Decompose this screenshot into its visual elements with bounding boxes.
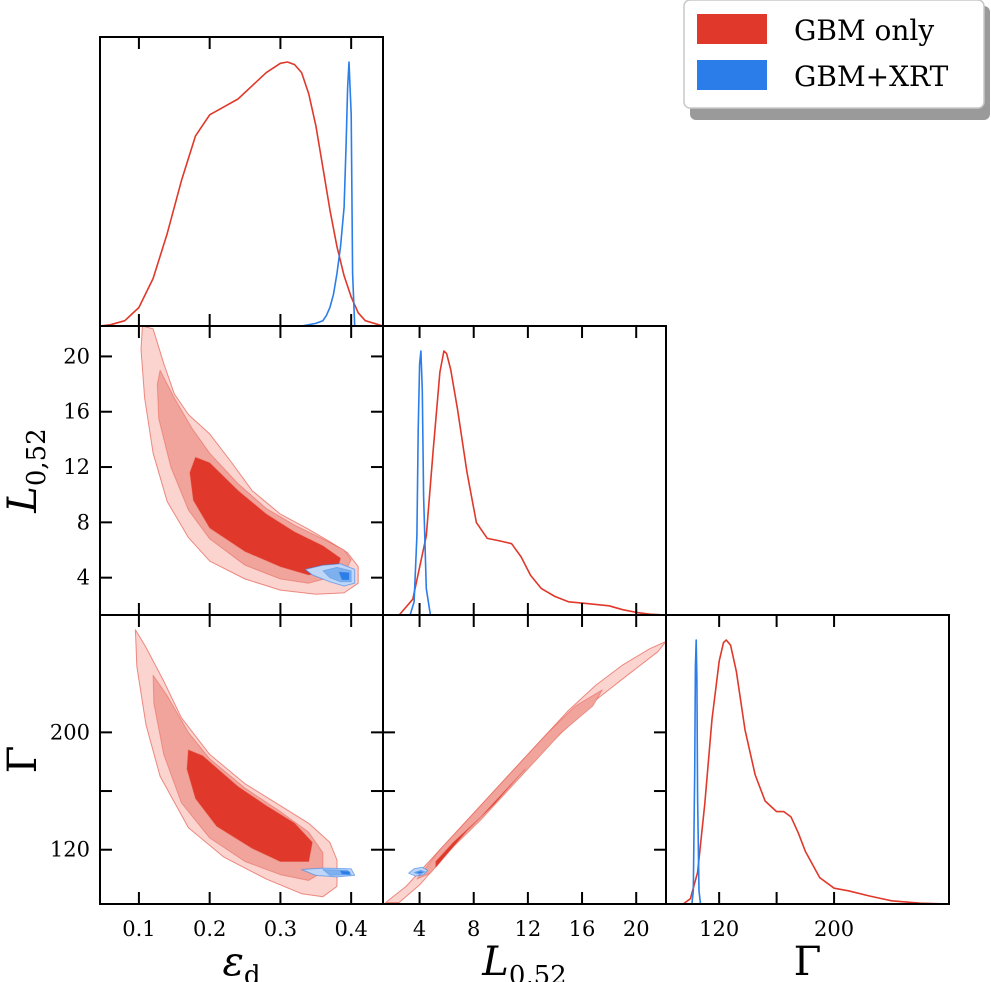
contour-gbm-xrt-1-2-level-2	[416, 870, 424, 874]
marginal-curve-gbm-only-0	[100, 61, 383, 326]
x-axis-label-0-subscript: d	[244, 961, 261, 982]
legend-swatch-gbm-only	[697, 14, 767, 44]
y-tick-label-1-4: 20	[63, 344, 90, 368]
x-tick-label-0-0: 0.1	[122, 917, 155, 941]
contour-gbm-only-0-1-level-0	[140, 326, 359, 595]
x-axis-label-0: εd	[222, 939, 260, 982]
y-axis-label-2: Γ	[0, 746, 46, 774]
x-tick-label-0-2: 0.3	[264, 917, 297, 941]
legend-label-gbm-only: GBM only	[794, 14, 934, 47]
marginal-curve-gbm-xrt-0	[301, 61, 356, 326]
legend: GBM only GBM+XRT	[683, 0, 990, 120]
legend-swatch-gbm-xrt	[697, 60, 767, 90]
y-axis-label-1: L0,52	[0, 428, 52, 513]
y-axis-label-2-symbol: Γ	[0, 746, 46, 774]
contour-gbm-only-1-2-level-1	[416, 689, 603, 880]
y-tick-label-1-0: 4	[77, 566, 90, 590]
contour-gbm-only-1-2-level-2	[435, 768, 526, 868]
panel-marginal-0-content	[100, 61, 383, 326]
panel-marginal-0-background	[100, 37, 383, 326]
panel-marginal-1-content	[398, 350, 666, 615]
x-tick-label-0-1: 0.2	[193, 917, 226, 941]
panel-joint-0-2	[99, 614, 384, 905]
legend-label-gbm-xrt: GBM+XRT	[794, 60, 949, 93]
panel-marginal-2-frame	[665, 614, 950, 905]
panel-joint-0-1-content	[140, 326, 359, 595]
y-axis-label-1-symbol: L	[0, 486, 46, 514]
panel-marginal-2-content	[666, 639, 949, 904]
y-tick-label-2-2: 200	[50, 720, 90, 744]
marginal-curve-gbm-only-1	[398, 350, 666, 615]
panel-joint-0-1	[99, 325, 384, 616]
y-tick-label-1-2: 12	[63, 455, 90, 479]
x-axis-label-1: L0,52	[481, 939, 566, 982]
x-tick-label-0-3: 0.4	[334, 917, 367, 941]
panel-joint-1-2-content	[385, 640, 666, 903]
panel-marginal-0	[99, 36, 384, 327]
marginal-curve-gbm-only-2	[666, 639, 949, 904]
x-tick-label-2-2: 200	[814, 917, 854, 941]
y-axis-label-1-subscript: 0,52	[22, 428, 52, 486]
x-tick-label-1-2: 12	[515, 917, 542, 941]
contour-gbm-xrt-0-1-level-2	[338, 571, 350, 581]
panel-marginal-2	[665, 614, 950, 905]
contour-gbm-xrt-0-2-level-2	[340, 870, 351, 875]
panel-marginal-1-background	[383, 326, 666, 615]
x-tick-label-2-0: 120	[699, 917, 739, 941]
x-axis-label-0-symbol: ε	[222, 939, 243, 982]
panel-joint-0-2-content	[134, 629, 356, 898]
x-axis-label-1-subscript: 0,52	[509, 961, 567, 982]
y-tick-label-1-1: 8	[77, 510, 90, 534]
y-tick-label-2-0: 120	[50, 838, 90, 862]
y-tick-label-1-3: 16	[63, 400, 90, 424]
marginal-curve-gbm-xrt-2	[691, 639, 702, 904]
marginal-curve-gbm-xrt-1	[409, 350, 432, 615]
panel-joint-1-2	[382, 614, 667, 905]
x-tick-label-1-0: 4	[413, 917, 426, 941]
x-axis-label-1-symbol: L	[481, 939, 509, 982]
x-axis-label-2: Γ	[794, 939, 822, 982]
x-tick-label-1-4: 20	[623, 917, 650, 941]
panel-marginal-1	[382, 325, 667, 616]
x-tick-label-1-1: 8	[467, 917, 480, 941]
x-tick-label-1-3: 16	[569, 917, 596, 941]
x-axis-label-2-symbol: Γ	[794, 939, 822, 982]
contour-gbm-only-0-2-level-2	[186, 749, 313, 862]
